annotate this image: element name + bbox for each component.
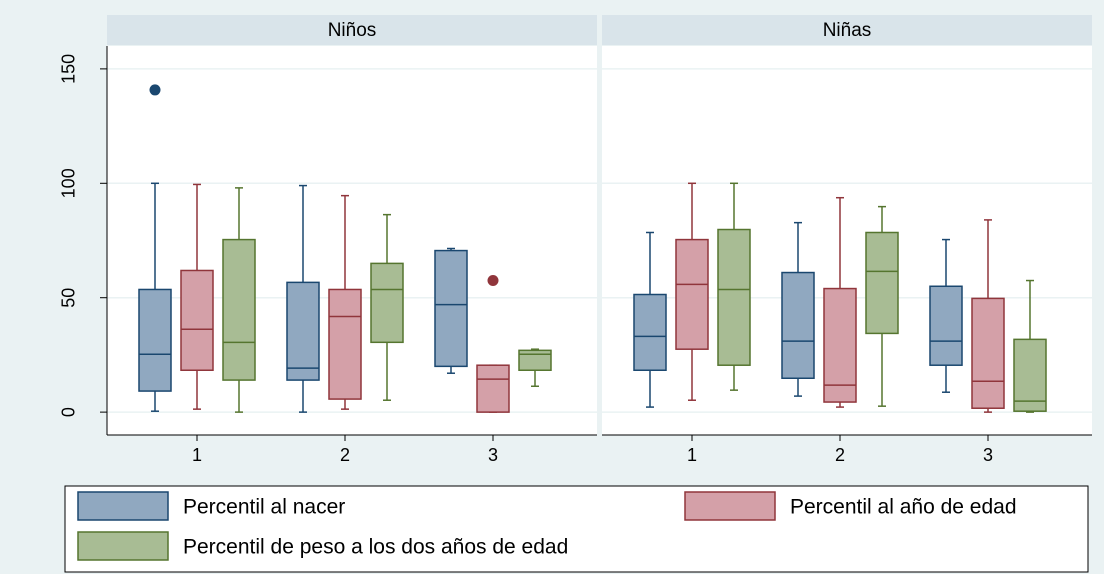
box: [476, 364, 510, 413]
outlier: [149, 84, 161, 96]
box: [633, 293, 667, 371]
legend-label: Percentil al año de edad: [790, 496, 1017, 519]
box: [781, 271, 815, 380]
box: [929, 285, 963, 366]
box: [286, 281, 320, 381]
x-tick-label: 2: [835, 445, 845, 465]
y-tick-label: 50: [59, 288, 79, 308]
box: [138, 288, 172, 392]
legend-label: Percentil de peso a los dos años de edad: [183, 536, 568, 559]
legend-swatch: [77, 531, 169, 561]
box: [434, 249, 468, 368]
box: [222, 238, 256, 381]
box: [865, 231, 899, 335]
box: [328, 288, 362, 400]
legend-swatch: [684, 491, 776, 521]
x-tick-label: 3: [983, 445, 993, 465]
box: [971, 297, 1005, 409]
box: [823, 287, 857, 403]
box: [1013, 338, 1047, 412]
outlier: [487, 275, 499, 287]
y-tick-label: 150: [59, 54, 79, 84]
x-tick-label: 2: [340, 445, 350, 465]
box: [518, 349, 552, 371]
y-tick-label: 0: [59, 407, 79, 417]
legend-swatch: [77, 491, 169, 521]
y-tick-label: 100: [59, 168, 79, 198]
box: [717, 228, 751, 366]
legend-label: Percentil al nacer: [183, 496, 345, 519]
panel-title: Niños: [328, 20, 377, 41]
box: [370, 262, 404, 344]
legend: [64, 485, 1089, 573]
box: [180, 269, 214, 371]
x-tick-label: 1: [687, 445, 697, 465]
x-tick-label: 1: [192, 445, 202, 465]
x-tick-label: 3: [488, 445, 498, 465]
panel-title: Niñas: [823, 20, 872, 41]
box: [675, 238, 709, 350]
panel-header: [107, 15, 597, 45]
panel-header: [602, 15, 1092, 45]
